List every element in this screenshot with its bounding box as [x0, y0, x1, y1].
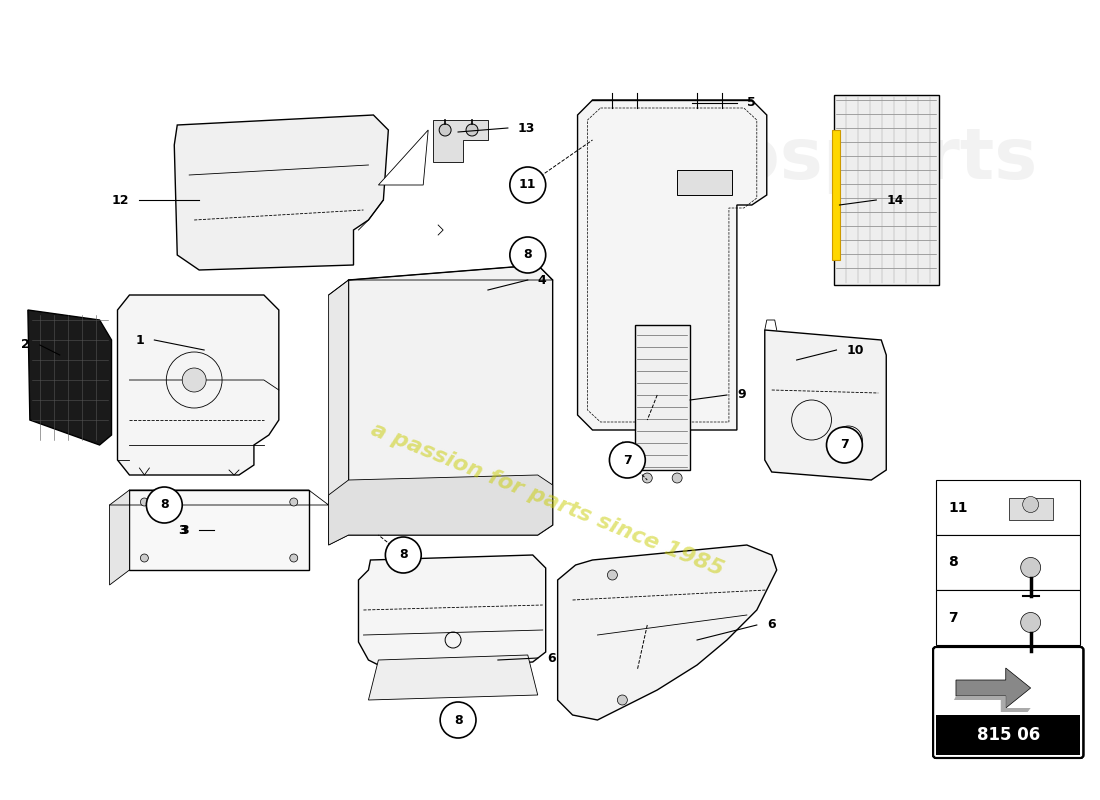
Circle shape [466, 124, 478, 136]
Text: 11: 11 [948, 501, 968, 514]
Text: a passion for parts since 1985: a passion for parts since 1985 [368, 420, 727, 580]
Polygon shape [764, 330, 887, 480]
Circle shape [183, 368, 206, 392]
Circle shape [141, 554, 149, 562]
Text: 4: 4 [538, 274, 547, 286]
Bar [833, 130, 840, 260]
Text: 3: 3 [180, 523, 189, 537]
Circle shape [1021, 558, 1041, 578]
Text: 8: 8 [399, 549, 408, 562]
Text: eurosports: eurosports [595, 126, 1038, 194]
Text: 12: 12 [112, 194, 130, 206]
Circle shape [141, 498, 149, 506]
Text: 7: 7 [948, 610, 958, 625]
FancyBboxPatch shape [933, 647, 1084, 758]
Polygon shape [110, 490, 130, 585]
Text: 7: 7 [623, 454, 631, 466]
Text: 6: 6 [548, 651, 557, 665]
Polygon shape [956, 668, 1031, 708]
Polygon shape [349, 265, 552, 535]
Polygon shape [130, 490, 309, 570]
Bar [936, 590, 1080, 645]
Polygon shape [954, 696, 1031, 712]
Circle shape [642, 473, 652, 483]
Circle shape [509, 237, 546, 273]
Text: 9: 9 [737, 389, 746, 402]
Text: 3: 3 [178, 523, 187, 537]
Bar [936, 535, 1080, 590]
Text: 8: 8 [454, 714, 462, 726]
Polygon shape [329, 280, 349, 545]
Circle shape [289, 554, 298, 562]
Circle shape [289, 498, 298, 506]
Bar [678, 170, 732, 195]
Text: 8: 8 [948, 555, 958, 570]
Text: 5: 5 [747, 97, 756, 110]
Polygon shape [118, 295, 278, 475]
Polygon shape [329, 475, 552, 545]
Circle shape [440, 702, 476, 738]
Text: 11: 11 [519, 178, 537, 191]
Circle shape [826, 427, 862, 463]
Polygon shape [359, 555, 546, 670]
Circle shape [439, 124, 451, 136]
Text: 10: 10 [846, 343, 864, 357]
Circle shape [607, 570, 617, 580]
Circle shape [1023, 497, 1038, 513]
Text: 8: 8 [160, 498, 168, 511]
Text: 14: 14 [887, 194, 904, 206]
Polygon shape [558, 545, 777, 720]
Text: 13: 13 [518, 122, 536, 134]
Polygon shape [378, 130, 428, 185]
Bar [936, 715, 1080, 755]
Polygon shape [433, 120, 488, 162]
Text: 7: 7 [840, 438, 849, 451]
Bar [636, 325, 690, 470]
Text: 6: 6 [767, 618, 775, 631]
Bar [936, 480, 1080, 535]
Bar [835, 95, 939, 285]
Text: 8: 8 [524, 249, 532, 262]
Bar [1009, 498, 1053, 519]
Text: 1: 1 [135, 334, 144, 346]
Circle shape [146, 487, 183, 523]
Polygon shape [368, 655, 538, 700]
Circle shape [1021, 613, 1041, 633]
Text: 2: 2 [21, 338, 30, 351]
Circle shape [617, 695, 627, 705]
Circle shape [609, 442, 646, 478]
Circle shape [509, 167, 546, 203]
Polygon shape [578, 100, 767, 430]
Circle shape [385, 537, 421, 573]
Polygon shape [28, 310, 111, 445]
Polygon shape [174, 115, 388, 270]
Circle shape [672, 473, 682, 483]
Text: 815 06: 815 06 [977, 726, 1040, 744]
